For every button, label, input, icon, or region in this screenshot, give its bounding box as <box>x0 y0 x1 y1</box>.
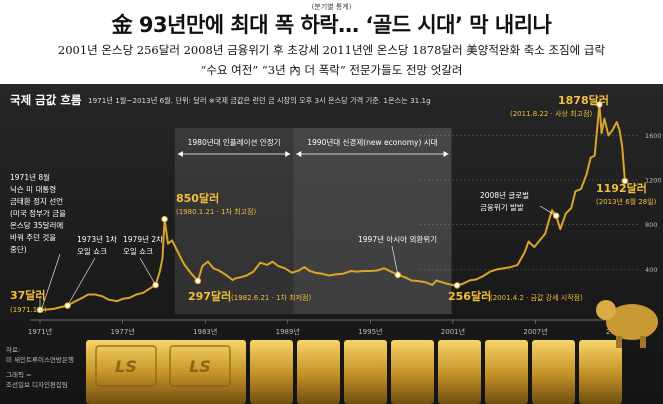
low-1982-value: 297달러 <box>188 289 231 303</box>
marker-2001-low <box>453 282 461 289</box>
crisis-line-1: 2008년 글로벌 <box>480 190 529 200</box>
nixon-line-1: 1971년 8월 <box>10 172 50 182</box>
gold-bars-image: LS LS <box>86 340 622 404</box>
low-2001-value: 256달러 <box>448 289 491 303</box>
period-label-1980s: 1980년대 인플레이션 안정기 <box>188 137 281 147</box>
subheadline-2: “수요 여전” “3년 內 더 폭락” 전문가들도 전망 엇갈려 <box>200 63 463 77</box>
period-arrows <box>177 151 449 157</box>
annotation-1971-value: 37달러 <box>10 288 46 302</box>
leader-line <box>67 257 96 306</box>
annotation-asia-crisis: 1997년 아시아 외환위기 <box>358 234 437 244</box>
peak-1980-date: (1980.1.21 · 1차 최고점) <box>176 207 256 216</box>
nixon-line-6: 바꿔 주던 것을 <box>10 232 56 242</box>
nixon-line-2: 닉슨 미 대통령 <box>10 185 56 194</box>
source-line-4: 조선일보 디자인편집팀 <box>6 380 68 389</box>
annotation-1982-low: 297달러 (1982.6.21 · 1차 최저점) <box>188 289 311 303</box>
now-date: (2013년 6월 28일) <box>596 197 657 206</box>
crisis-line-2: 금융위기 발발 <box>480 203 524 212</box>
gold-price-chart: 1980년대 인플레이션 안정기 1990년대 신경제(new economy)… <box>0 84 663 404</box>
leader-line <box>599 104 601 109</box>
peak-2011-date: (2011.8.22 · 사상 최고점) <box>510 109 592 118</box>
y-tick-label: 1200 <box>645 177 662 185</box>
low-2001-date: (2001.4.2 · 금값 강세 시작점) <box>490 293 583 302</box>
nixon-line-7: 중단) <box>10 244 27 254</box>
svg-text:LS: LS <box>115 357 137 376</box>
annotation-oil-shock-2: 1979년 2차 오일 쇼크 <box>123 234 163 256</box>
annotation-2008-crisis: 2008년 글로벌 금융위기 발발 <box>480 190 529 212</box>
x-tick-label: 1977년 <box>110 327 134 336</box>
marker-1982-low <box>194 277 202 285</box>
subheadline-1: 2001년 온스당 256달러 2008년 금융위기 후 초강세 2011년엔 … <box>57 43 606 57</box>
leader-line <box>539 205 557 217</box>
svg-text:LS: LS <box>189 357 211 376</box>
annotation-oil-shock-1: 1973년 1차 오일 쇼크 <box>77 234 117 256</box>
source-line-2: 미 세인트루이스연방은행 <box>6 355 74 364</box>
low-1982-date: (1982.6.21 · 1차 최저점) <box>231 293 311 302</box>
chart-title: 국제 금값 흐름 <box>10 93 82 107</box>
annotation-1971-date: (1971.1.4) <box>10 306 47 314</box>
chart-subtitle: 1971년 1월~2013년 6월. 단위: 달러 ※국제 금값은 런던 금 시… <box>88 96 431 105</box>
y-tick-label: 800 <box>645 221 657 229</box>
nixon-line-4: (미국 정부가 금을 <box>10 208 66 218</box>
annotation-nixon: 1971년 8월 닉슨 미 대통령 금태환 정지 선언 (미국 정부가 금을 온… <box>10 172 66 254</box>
annotation-1980-peak: 850달러 (1980.1.21 · 1차 최고점) <box>176 191 256 216</box>
annotation-2001-low: 256달러 (2001.4.2 · 금값 강세 시작점) <box>448 289 583 303</box>
peak-2011-value: 1878달러 <box>558 93 609 107</box>
period-arrow-head-right <box>443 151 449 157</box>
headline: 金 93년만에 최대 폭 하락… ‘골드 시대’ 막 내리나 <box>111 13 552 37</box>
now-value: 1192달러 <box>596 181 647 195</box>
marker-1997-asia <box>394 271 402 279</box>
oil-shock-1-line-2: 오일 쇼크 <box>77 247 107 256</box>
y-axis-ticks: 400 800 1200 1600 <box>645 132 662 274</box>
oil-shock-1-line-1: 1973년 1차 <box>77 234 117 244</box>
period-band-1980s <box>174 128 294 314</box>
oil-shock-2-line-1: 1979년 2차 <box>123 234 163 244</box>
annotation-leaders <box>39 104 601 310</box>
top-note: (분기별 통계) <box>311 3 352 11</box>
marker-1973-oil-shock <box>64 302 71 309</box>
marker-1980-peak <box>161 215 168 223</box>
period-band-1990s <box>293 128 452 314</box>
annotation-2013-now: 1192달러 (2013년 6월 28일) <box>596 181 657 206</box>
x-tick-label: 2007년 <box>523 327 547 336</box>
chart-panel: 1980년대 인플레이션 안정기 1990년대 신경제(new economy)… <box>0 84 663 404</box>
period-label-1990s: 1990년대 신경제(new economy) 시대 <box>307 137 437 147</box>
nixon-line-3: 금태환 정지 선언 <box>10 196 63 206</box>
annotation-1971: 37달러 (1971.1.4) <box>10 288 47 314</box>
leader-line <box>139 257 156 286</box>
x-tick-label: 1983년 <box>193 327 217 336</box>
nixon-line-5: 온스당 35달러에 <box>10 220 63 230</box>
peak-1980-value: 850달러 <box>176 191 219 205</box>
period-arrow-head-left <box>296 151 302 157</box>
gold-pig-figurine <box>596 300 658 348</box>
source-line-1: 자료: <box>6 345 20 354</box>
leader-line <box>391 245 399 276</box>
x-tick-label: 1971년 <box>28 327 52 336</box>
gridlines <box>420 135 640 270</box>
y-tick-label: 1600 <box>645 132 662 140</box>
marker-2013-now <box>621 177 629 185</box>
y-tick-label: 400 <box>645 266 657 274</box>
oil-shock-2-line-2: 오일 쇼크 <box>123 247 153 256</box>
marker-2011-peak <box>596 101 603 108</box>
period-arrow-head-left <box>177 151 183 157</box>
x-tick-label: 2001년 <box>441 327 465 336</box>
annotation-2011-peak: 1878달러 (2011.8.22 · 사상 최고점) <box>510 93 609 118</box>
period-arrow-head-right <box>285 151 291 157</box>
x-tick-label: 1995년 <box>358 327 382 336</box>
source-line-3: 그래픽 = <box>6 370 31 379</box>
x-tick-label: 1989년 <box>276 327 300 336</box>
leader-line <box>41 253 61 308</box>
